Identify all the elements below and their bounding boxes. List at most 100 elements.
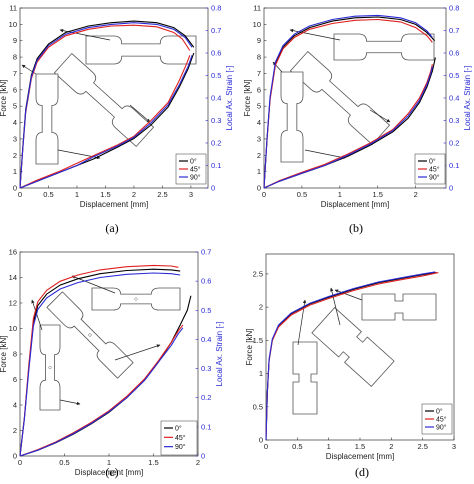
y2-tick-label: 0 [211,184,215,193]
series-line-right [263,64,433,189]
x-tick-label: 1 [338,190,342,199]
x-tick-label: 2 [389,442,393,451]
y2-tick-label: 0.7 [211,26,221,35]
y-tick-label: 2 [13,151,17,160]
x-tick-label: 0 [18,458,22,467]
x-tick-label: 1.5 [355,442,365,451]
y2-tick-label: 0.8 [449,4,459,13]
specimen-rotated [53,52,155,148]
y-tick-label: 0 [13,452,17,461]
specimen-outline [39,324,61,411]
x-axis-label: Displacement [mm] [75,468,143,477]
y-tick-label: 10 [9,324,17,333]
y2-tick-label: 0.3 [449,116,459,125]
x-tick-label: 2 [196,458,200,467]
series-line-left [265,271,436,441]
x-tick-label: 1.5 [100,190,110,199]
y-tick-label: 7 [257,69,261,78]
legend-label: 0° [175,425,182,433]
series-line-left [19,272,181,457]
x-tick-label: 0 [264,442,268,451]
y-tick-label: 8 [257,53,261,62]
y2-tick-label: 0.3 [201,364,211,373]
y-tick-label: 2 [257,151,261,160]
series-line-right [19,55,191,189]
y-tick-label: 8 [13,350,17,359]
y2-tick-label: 0.1 [211,161,221,170]
series-line-right [19,324,184,457]
series-line-left [19,22,193,189]
y-tick-label: 8 [13,53,17,62]
marker-dot [134,297,138,301]
y2-tick-label: 0.1 [449,161,459,170]
specimen-outline [46,291,134,379]
y-tick-label: 1 [257,167,261,176]
panel-caption: (b) [349,221,363,235]
series-line-right [19,327,184,457]
y2-tick-label: 0 [201,452,205,461]
x-tick-label: 0.5 [43,190,53,199]
legend-label: 0° [436,408,443,416]
x-tick-label: 1 [327,442,331,451]
x-tick-label: 2.5 [157,190,167,199]
y-tick-label: 0 [259,436,263,445]
y-tick-label: 10 [253,20,261,29]
y2-tick-label: 0.5 [201,306,211,315]
y-tick-label: 0 [13,184,17,193]
legend-label: 90° [429,174,440,182]
x-tick-label: 1 [75,190,79,199]
panel-caption: (c) [105,465,118,479]
y-axis-label: Force [kN] [243,80,252,117]
annotation-arrow [59,399,81,406]
specimen-outline [53,52,155,148]
annotation-arrow [272,61,283,73]
y-tick-label: 5 [13,102,17,111]
annotation-arrow [369,109,391,123]
legend-label: 0° [190,158,197,166]
y-tick-label: 7 [13,69,17,78]
panel-caption: (d) [355,465,369,479]
legend-label: 90° [190,174,201,182]
chart-b: 0 0.5 1 1.5 2 0 1 2 3 4 5 6 7 8 9 10 11 0 0.1 0.2 0.3 0.4 0.5 0… [243,4,472,236]
legend: 0°45°90° [175,153,207,185]
specimen-outline [333,33,435,61]
y2-tick-label: 0.2 [211,139,221,148]
annotation-arrow [31,299,43,331]
y-axis-label: Force [kN] [0,80,8,117]
y-tick-label: 11 [253,4,261,13]
chart-d: 0 0.5 1 1.5 2 2.5 3 0 0.5 1 1.5 2 2.5 Displacement [m… [245,253,456,479]
specimen-outline [91,287,181,311]
x-tick-label: 2.5 [417,442,427,451]
y2-tick-label: 0.4 [211,94,221,103]
y-tick-label: 4 [13,401,17,410]
y2-tick-label: 0.8 [211,4,221,13]
y2-tick-label: 0.6 [449,49,459,58]
legend-label: 45° [175,434,186,442]
legend-label: 45° [436,416,447,424]
y2-tick-label: 0.4 [201,335,211,344]
y-axis-label: Force [kN] [245,329,254,366]
y2-axis-label: Local Ax. Strain [-] [215,322,224,387]
annotation-arrow [330,287,341,326]
y2-tick-label: 0.7 [201,248,211,257]
y-tick-label: 5 [257,102,261,111]
y-tick-label: 6 [13,375,17,384]
legend-box [160,420,198,456]
y2-tick-label: 0 [449,184,453,193]
series-line-left [263,14,433,189]
x-axis-label: Displacement [mm] [321,200,389,209]
chart-a: 0 0.5 1 1.5 2 2.5 3 0 1 2 3 4 5 6 7 8 9 10 11 0 0.1 0.2 0.3 0.4… [0,4,234,236]
legend: 0°45°90° [414,153,446,185]
y-tick-label: 2 [259,303,263,312]
x-tick-label: 2 [132,190,136,199]
y-tick-label: 1 [13,167,17,176]
y2-tick-label: 0.1 [201,422,211,431]
y2-tick-label: 0.5 [449,71,459,80]
y2-axis-label: Local Ax. Strain [-] [225,66,234,131]
panel-caption: (a) [105,221,118,235]
x-tick-label: 1.5 [148,458,158,467]
y-tick-label: 3 [257,134,261,143]
specimen-outline [311,307,395,387]
series-line-right [263,66,433,189]
